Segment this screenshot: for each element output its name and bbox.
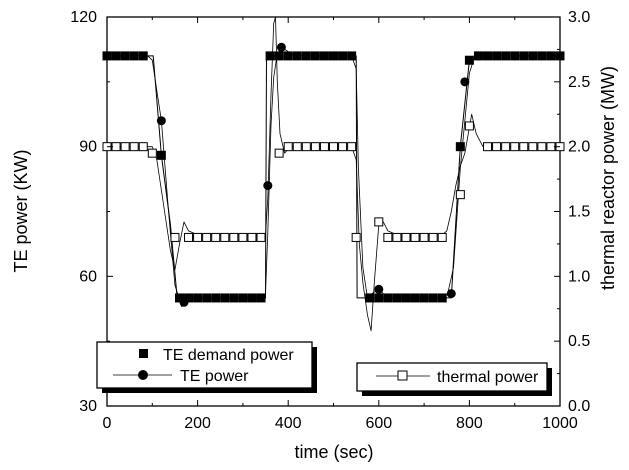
data-point-thermal-power [483,142,493,152]
data-point-thermal-power [347,142,357,152]
data-point-thermal-power [519,142,529,152]
data-point-thermal-power [147,148,157,158]
data-point-thermal-power [401,232,411,242]
data-point-thermal-power [138,142,148,152]
data-point-te-power [460,77,470,87]
series-layer [102,16,565,332]
data-point-te-demand-power [184,293,194,303]
data-point-thermal-power [292,142,302,152]
data-point-thermal-power [283,142,293,152]
data-point-thermal-power [111,142,121,152]
data-point-thermal-power [211,232,221,242]
data-point-thermal-power [238,232,248,242]
legend-left: TE demand power TE power [96,341,317,393]
data-point-thermal-power [492,142,502,152]
x-tick-label: 200 [184,415,211,432]
data-point-te-power [179,297,189,307]
data-point-te-demand-power [265,51,275,61]
data-point-thermal-power [193,232,203,242]
y2-tick-label: 2.0 [568,139,590,156]
data-point-te-demand-power [464,55,474,65]
data-point-te-power [374,284,384,294]
data-point-thermal-power [546,142,556,152]
legend-left-box [96,341,313,389]
x-tick-label: 600 [365,415,392,432]
legend-label-te-demand-power: TE demand power [163,347,294,364]
data-point-te-demand-power [283,51,293,61]
y2-tick-label: 1.5 [568,204,590,221]
y-tick-label: 120 [70,9,97,26]
data-point-thermal-power [374,217,384,227]
data-point-thermal-power [170,232,180,242]
x-tick-label: 800 [456,415,483,432]
data-point-thermal-power [202,232,212,242]
data-point-thermal-power [428,232,438,242]
y2-tick-label: 0.5 [568,333,590,350]
legend-marker-te-power [113,370,172,380]
data-point-thermal-power [319,142,329,152]
legend-right: thermal power [356,362,552,396]
data-point-thermal-power [274,148,284,158]
data-point-te-demand-power [274,51,284,61]
data-point-te-demand-power [455,142,465,152]
data-point-te-power [446,289,456,299]
data-point-thermal-power [247,232,257,242]
data-point-thermal-power [437,232,447,242]
data-point-thermal-power [329,142,338,152]
data-point-te-demand-power [365,293,375,303]
data-point-te-demand-power [374,293,384,303]
data-point-thermal-power [256,232,266,242]
legend-label-te-power: TE power [180,368,249,385]
data-point-thermal-power [410,232,420,242]
x-tick-label: 0 [103,415,112,432]
data-point-thermal-power [464,121,474,131]
y2-tick-label: 1.0 [568,268,590,285]
y2-tick-label: 2.5 [568,74,590,91]
data-point-thermal-power [419,232,429,242]
x-tick-label: 400 [275,415,302,432]
legend-marker-thermal-power [376,370,430,381]
y-axis-title: TE power (KW) [11,149,31,272]
data-point-thermal-power [351,232,361,242]
legend-label-thermal-power: thermal power [437,369,539,386]
x-axis-title: time (sec) [294,442,373,462]
y-tick-label: 60 [79,268,97,285]
data-point-thermal-power [120,142,130,152]
series-line-te-demand-power [107,55,560,299]
data-point-thermal-power [301,142,311,152]
data-point-thermal-power [528,142,538,152]
data-point-thermal-power [310,142,320,152]
data-point-te-demand-power [174,293,184,303]
data-point-thermal-power [383,232,393,242]
data-point-te-power [156,116,166,126]
y2-tick-label: 0.0 [568,398,590,415]
legend-right-box [356,362,548,392]
data-point-te-power [276,42,286,52]
x-tick-label: 1000 [542,415,578,432]
data-point-thermal-power [220,232,230,242]
y2-axis-title: thermal reactor power (MW) [598,66,618,290]
data-point-thermal-power [455,190,465,200]
data-point-thermal-power [392,232,402,242]
data-point-thermal-power [537,142,547,152]
data-point-thermal-power [338,142,348,152]
data-point-thermal-power [510,142,520,152]
legend-marker-te-demand-power [139,349,148,358]
data-point-thermal-power [184,232,194,242]
y-tick-label: 30 [79,398,97,415]
axis-layer: 0 200 400 600 800 1000 30 60 90 120 0.0 0.5 1.0 1.5 2.… [70,9,590,432]
data-point-thermal-power [229,232,239,242]
series-line-thermal-power [107,16,560,332]
y-tick-label: 90 [79,139,97,156]
data-point-te-power [473,51,483,61]
data-point-te-demand-power [156,150,166,160]
y2-tick-label: 3.0 [568,9,590,26]
data-point-thermal-power [501,142,511,152]
data-point-thermal-power [129,142,139,152]
